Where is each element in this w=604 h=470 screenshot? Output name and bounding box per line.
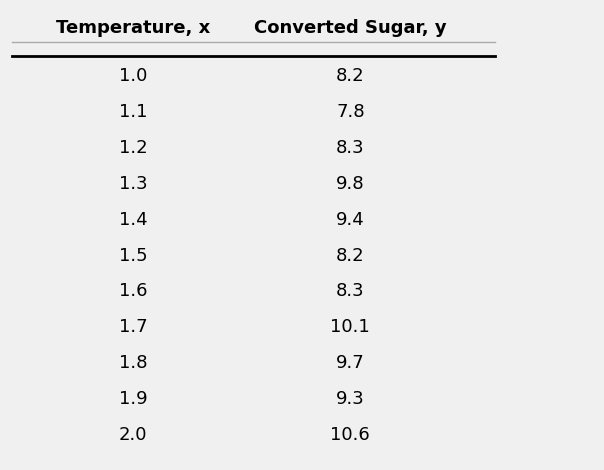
Text: 7.8: 7.8 [336, 103, 365, 121]
Text: Converted Sugar, y: Converted Sugar, y [254, 19, 446, 37]
Text: 8.3: 8.3 [336, 282, 365, 300]
Text: 1.6: 1.6 [118, 282, 147, 300]
Text: 1.5: 1.5 [118, 247, 147, 265]
Text: 1.7: 1.7 [118, 318, 147, 337]
Text: 8.2: 8.2 [336, 67, 365, 85]
Text: 9.4: 9.4 [336, 211, 365, 229]
Text: 8.3: 8.3 [336, 139, 365, 157]
Text: 9.8: 9.8 [336, 175, 365, 193]
Text: 1.2: 1.2 [118, 139, 147, 157]
Text: 10.6: 10.6 [330, 426, 370, 444]
Text: 1.4: 1.4 [118, 211, 147, 229]
Text: 1.9: 1.9 [118, 390, 147, 408]
Text: 9.7: 9.7 [336, 354, 365, 372]
Text: 1.1: 1.1 [118, 103, 147, 121]
Text: 8.2: 8.2 [336, 247, 365, 265]
Text: 1.0: 1.0 [119, 67, 147, 85]
Text: 9.3: 9.3 [336, 390, 365, 408]
Text: 1.8: 1.8 [118, 354, 147, 372]
Text: 1.3: 1.3 [118, 175, 147, 193]
Text: 2.0: 2.0 [118, 426, 147, 444]
Text: Temperature, x: Temperature, x [56, 19, 210, 37]
Text: 10.1: 10.1 [330, 318, 370, 337]
